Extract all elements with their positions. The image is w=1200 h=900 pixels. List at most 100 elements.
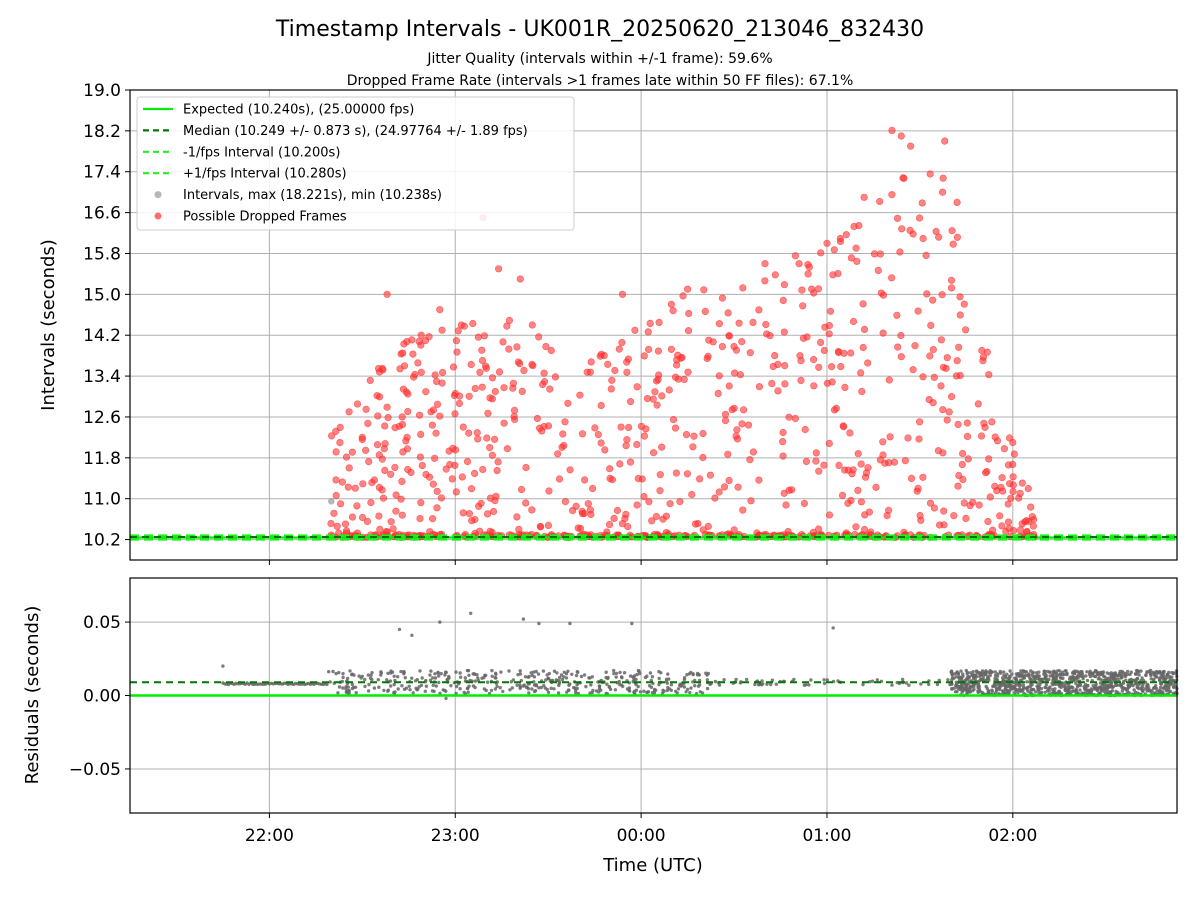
dropped-frame-point <box>930 504 939 512</box>
dropped-frame-point <box>683 470 692 478</box>
dropped-frame-point <box>465 510 474 518</box>
residual-point <box>445 678 449 682</box>
residual-point <box>490 674 494 678</box>
residual-point <box>954 684 958 688</box>
dropped-frame-point <box>815 363 823 371</box>
dropped-frame-point <box>852 244 860 252</box>
dropped-frame-point <box>414 359 422 367</box>
residual-point <box>682 677 687 682</box>
residual-point <box>350 672 354 677</box>
residual-point <box>620 676 624 680</box>
dropped-frame-point <box>906 142 915 150</box>
dropped-frame-point <box>711 494 719 502</box>
top-y-tick-label: 10.2 <box>83 531 121 551</box>
residual-point <box>954 680 959 684</box>
dropped-frame-point <box>918 199 926 207</box>
dropped-frame-point <box>746 349 754 357</box>
dropped-frame-point <box>564 399 572 407</box>
dropped-frame-point <box>392 491 400 499</box>
residual-point <box>953 672 957 676</box>
residual-point <box>584 684 588 689</box>
residual-point <box>458 671 462 675</box>
residual-point <box>1052 669 1056 673</box>
residual-point <box>462 690 466 695</box>
residual-point <box>1073 669 1077 673</box>
dropped-frame-point <box>626 458 635 466</box>
dropped-frame-point <box>749 448 758 456</box>
residual-point <box>388 679 393 683</box>
residual-point <box>458 687 462 691</box>
residual-point <box>443 670 448 674</box>
residual-point <box>1060 670 1065 674</box>
dropped-frame-point <box>685 309 693 318</box>
residual-point <box>546 690 551 695</box>
residual-point <box>753 682 757 687</box>
dropped-frame-point <box>915 418 924 426</box>
dropped-frame-point <box>857 460 865 468</box>
dropped-frame-point <box>397 495 405 503</box>
residual-point <box>1110 676 1114 680</box>
dropped-frame-point <box>554 450 562 458</box>
dropped-frame-point <box>631 326 639 334</box>
dropped-frame-point <box>436 412 444 420</box>
dropped-frame-point <box>718 343 727 351</box>
dropped-frame-point <box>482 362 490 370</box>
residual-point <box>904 681 909 685</box>
dropped-frame-point <box>633 440 641 449</box>
dropped-frame-point <box>510 413 518 421</box>
residual-point <box>473 685 477 690</box>
residual-point <box>986 676 991 680</box>
dropped-frame-point <box>471 384 479 393</box>
residual-point <box>552 687 556 691</box>
residual-point <box>1102 682 1107 686</box>
dropped-frame-point <box>998 522 1006 530</box>
top-x-ticks <box>268 560 1014 565</box>
dropped-frame-point <box>781 362 789 370</box>
dropped-frame-point <box>676 498 684 506</box>
residual-point <box>1165 675 1169 680</box>
residual-point <box>634 688 639 692</box>
residual-point <box>1083 682 1088 687</box>
residual-point <box>1171 685 1176 689</box>
residual-point <box>1085 670 1089 674</box>
dropped-frame-point <box>411 370 419 379</box>
top-y-tick-label: 14.2 <box>83 326 121 346</box>
dropped-frame-point <box>780 328 788 336</box>
residual-point <box>705 673 709 677</box>
dropped-frame-point <box>699 429 707 438</box>
dropped-frame-point <box>911 342 919 350</box>
dropped-frame-point <box>332 448 340 456</box>
top-y-tick-label: 12.6 <box>83 408 121 428</box>
residual-point <box>993 670 997 674</box>
residual-point <box>1098 677 1102 681</box>
residual-point <box>449 684 453 688</box>
dropped-frame-point <box>785 413 793 421</box>
dropped-frame-point <box>624 355 633 363</box>
dropped-frame-point <box>422 388 430 396</box>
dropped-frame-point <box>919 235 927 243</box>
residual-point <box>527 691 531 695</box>
dropped-frame-point <box>648 517 656 525</box>
legend-entry: Possible Dropped Frames <box>183 210 347 225</box>
residual-point <box>363 677 367 682</box>
residual-point <box>494 672 498 676</box>
dropped-frame-point <box>656 471 664 479</box>
residual-point <box>509 680 513 684</box>
dropped-frame-point <box>978 346 986 355</box>
residual-point <box>988 673 992 678</box>
residual-point <box>1045 689 1050 693</box>
residual-point <box>946 678 950 682</box>
residual-point <box>1092 687 1096 691</box>
residual-point <box>1089 687 1093 691</box>
residual-point <box>770 678 775 682</box>
residual-point <box>389 669 393 673</box>
dropped-frame-point <box>904 434 912 442</box>
dropped-frame-point <box>458 473 466 481</box>
dropped-frame-point <box>962 514 970 523</box>
residual-point <box>1037 670 1041 674</box>
dropped-frame-point <box>586 368 595 376</box>
residual-point <box>1173 691 1178 695</box>
residual-point <box>379 671 383 675</box>
residual-point <box>369 673 373 677</box>
dropped-frame-point <box>376 525 384 533</box>
